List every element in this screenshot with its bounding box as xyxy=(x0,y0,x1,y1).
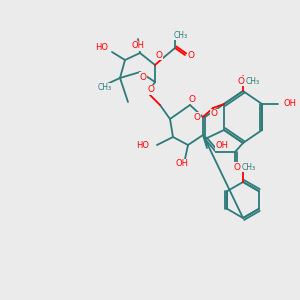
Text: HO: HO xyxy=(136,140,149,149)
Text: O: O xyxy=(194,112,200,122)
Text: OH: OH xyxy=(176,160,188,169)
Text: O: O xyxy=(188,50,194,59)
Text: O: O xyxy=(140,73,146,82)
Text: OH: OH xyxy=(215,142,228,151)
Text: CH₃: CH₃ xyxy=(246,76,260,85)
Text: O: O xyxy=(211,110,218,118)
Text: O: O xyxy=(188,94,196,103)
Text: CH₃: CH₃ xyxy=(242,163,256,172)
Text: CH₃: CH₃ xyxy=(174,31,188,40)
Text: HO: HO xyxy=(95,43,108,52)
Text: O: O xyxy=(155,50,163,59)
Text: OH: OH xyxy=(131,41,145,50)
Text: OH: OH xyxy=(283,100,296,109)
Text: O: O xyxy=(238,76,244,85)
Text: O: O xyxy=(233,163,241,172)
Text: O: O xyxy=(233,164,241,172)
Text: CH₃: CH₃ xyxy=(98,83,112,92)
Text: O: O xyxy=(148,85,154,94)
